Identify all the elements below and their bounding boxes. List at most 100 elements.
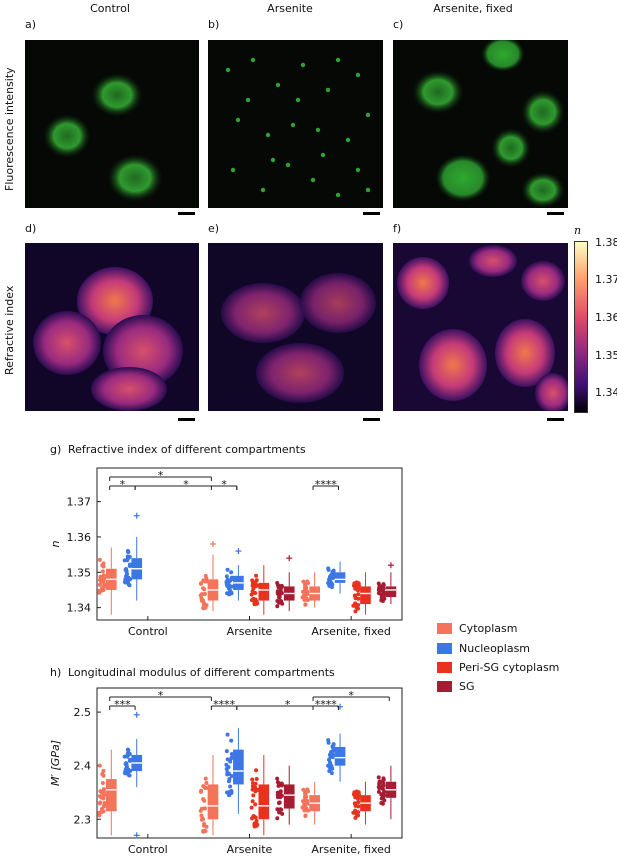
data-point <box>353 609 358 614</box>
data-point <box>356 606 361 611</box>
panel-label-d: d) <box>25 222 37 235</box>
data-point <box>203 573 208 578</box>
legend-item-peri-sg: Peri-SG cytoplasm <box>437 661 559 674</box>
data-point <box>329 585 334 590</box>
box <box>283 784 295 809</box>
data-point <box>277 595 282 600</box>
data-point <box>126 748 131 753</box>
data-point <box>275 598 280 603</box>
legend-swatch <box>437 662 452 673</box>
scale-bar <box>363 418 380 421</box>
stress-granule-dot <box>365 187 371 193</box>
data-point <box>97 813 102 818</box>
legend-swatch <box>437 643 452 654</box>
box <box>385 586 397 598</box>
data-point <box>303 790 308 795</box>
data-point <box>301 787 306 792</box>
box <box>258 784 270 820</box>
data-point <box>227 777 232 782</box>
data-point <box>379 598 384 603</box>
data-point <box>353 815 358 820</box>
data-point <box>203 605 208 610</box>
data-point <box>306 801 311 806</box>
data-point <box>376 789 381 794</box>
data-point <box>124 571 129 576</box>
data-point <box>353 593 358 598</box>
box <box>233 749 244 785</box>
data-point <box>302 800 307 805</box>
significance-label: **** <box>213 698 236 711</box>
data-point <box>225 757 230 762</box>
data-point <box>100 771 105 776</box>
data-point <box>303 602 308 607</box>
x-tick-label: Arsenite <box>227 843 273 856</box>
data-point <box>101 768 106 773</box>
data-point <box>275 604 280 609</box>
row-label-fluorescence: Fluorescence intensity <box>3 67 16 191</box>
data-point <box>224 749 229 754</box>
data-point <box>127 583 132 588</box>
data-point <box>303 814 308 819</box>
significance-label: * <box>221 478 227 491</box>
stress-granule-dot <box>225 67 231 73</box>
stress-granule-dot <box>230 167 236 173</box>
data-point <box>201 598 206 603</box>
data-point <box>126 554 131 559</box>
y-axis-label: M′ [GPa] <box>49 740 62 786</box>
panel-label-c: c) <box>393 18 404 31</box>
box <box>105 779 117 812</box>
data-point <box>331 754 336 759</box>
data-point <box>376 587 381 592</box>
data-point <box>278 598 283 603</box>
data-point <box>250 583 255 588</box>
panel-label-e: e) <box>208 222 220 235</box>
data-point <box>126 550 131 555</box>
data-point <box>249 805 254 810</box>
data-point <box>278 590 283 595</box>
data-point <box>327 579 332 584</box>
data-point <box>278 795 283 800</box>
data-point <box>101 587 106 592</box>
y-tick-label: 1.35 <box>67 566 92 579</box>
data-point <box>254 823 259 828</box>
legend-swatch <box>437 681 452 692</box>
colorbar <box>574 241 588 413</box>
x-tick-label: Arsenite <box>227 625 273 638</box>
data-point <box>101 789 106 794</box>
data-point <box>379 595 384 600</box>
data-point <box>227 793 232 798</box>
stress-granule-dot <box>250 57 256 63</box>
data-point <box>202 587 207 592</box>
x-tick-label: Arsenite, fixed <box>311 625 391 638</box>
data-point <box>326 763 331 768</box>
data-point <box>381 776 386 781</box>
panel-label-a: a) <box>25 18 37 31</box>
data-point <box>381 586 386 591</box>
stress-granule-dot <box>260 187 266 193</box>
data-point <box>97 578 102 583</box>
data-point <box>101 796 106 801</box>
data-point <box>356 800 361 805</box>
significance-label: * <box>285 698 291 711</box>
box <box>360 586 371 605</box>
significance-label: **** <box>315 698 338 711</box>
data-point <box>381 783 386 788</box>
refractive-index-image-arsenite <box>208 243 383 411</box>
data-point <box>204 781 209 786</box>
data-point <box>126 770 131 775</box>
stress-granule-dot <box>355 167 361 173</box>
data-point <box>253 591 258 596</box>
stress-granule-dot <box>290 122 296 128</box>
data-point <box>101 579 106 584</box>
stress-granule-dot <box>310 177 316 183</box>
data-point <box>98 789 103 794</box>
data-point <box>255 788 260 793</box>
data-point <box>98 574 103 579</box>
data-point <box>254 776 259 781</box>
data-point <box>201 817 206 822</box>
data-point <box>376 784 381 789</box>
stress-granule-dot <box>245 97 251 103</box>
legend-item-nucleoplasm: Nucleoplasm <box>437 642 530 655</box>
box <box>207 784 219 820</box>
scale-bar <box>547 212 564 215</box>
